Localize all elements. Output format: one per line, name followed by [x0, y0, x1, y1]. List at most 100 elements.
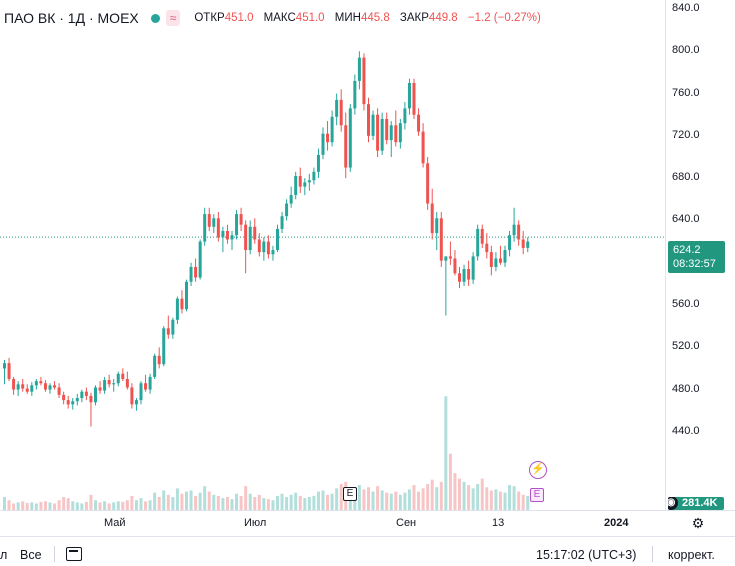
candle-body — [94, 387, 97, 403]
volume-bar — [326, 494, 330, 510]
candle-body — [30, 385, 34, 392]
candle — [285, 199, 289, 221]
candle-body — [521, 239, 525, 248]
eye-icon[interactable]: ◉ — [668, 497, 678, 510]
volume-bar — [185, 491, 188, 510]
volume-bar — [235, 493, 239, 510]
candle-body — [444, 256, 448, 261]
volume-bar — [239, 495, 243, 510]
candle — [498, 245, 502, 265]
candle — [335, 93, 339, 126]
volume-bar — [171, 497, 175, 510]
chart-legend: ПАО ВК · 1Д · MOEX ≈ ОТКР451.0 МАКС451.0… — [4, 10, 548, 26]
candle-body — [471, 256, 475, 280]
candle-body — [453, 258, 457, 274]
volume-bar — [125, 500, 129, 510]
candle — [517, 220, 521, 246]
time-label-jul: Июл — [244, 517, 267, 529]
candle — [253, 218, 257, 244]
volume-bar — [517, 491, 521, 510]
candle-body — [185, 281, 188, 310]
candle-body — [21, 384, 25, 389]
volume-bar — [521, 494, 525, 510]
bottom-toolbar: л Все 15:17:02 (UTC+3) коррект. — [0, 536, 735, 566]
volume-bar — [212, 494, 216, 510]
candle — [162, 326, 166, 367]
change-value: −1.2 (−0.27%) — [467, 12, 541, 24]
volume-bar — [439, 481, 443, 510]
candle — [453, 250, 457, 276]
volume-bar — [262, 498, 266, 510]
low-label: МИН — [334, 12, 361, 24]
candle-body — [476, 228, 480, 257]
symbol-title[interactable]: ПАО ВК · 1Д · MOEX — [4, 10, 139, 26]
time-axis[interactable]: Май Июл Сен 13 2024 ⚙ — [0, 510, 735, 536]
candle — [84, 387, 88, 401]
candle-body — [335, 99, 339, 117]
volume-bar — [207, 491, 211, 510]
candle-body — [166, 328, 170, 335]
lightning-event-icon[interactable]: ⚡ — [529, 461, 547, 479]
candlestick-chart[interactable] — [0, 0, 665, 510]
volume-bar — [453, 473, 457, 510]
candle — [348, 104, 352, 172]
volume-bar — [62, 497, 66, 510]
bar-countdown: 08:32:57 — [673, 258, 716, 270]
candle — [21, 379, 25, 392]
candle — [312, 167, 316, 185]
candle — [144, 374, 148, 392]
candle — [266, 235, 270, 259]
candle-body — [144, 383, 148, 390]
candle-body — [62, 394, 66, 401]
earnings-marker-1[interactable]: E — [343, 487, 357, 501]
range-button-all[interactable]: Все — [20, 548, 42, 562]
candle — [3, 359, 6, 385]
candle — [303, 178, 307, 196]
price-tick: 720.0 — [672, 128, 700, 141]
time-label-13: 13 — [492, 517, 505, 529]
candle — [394, 110, 398, 147]
calendar-icon[interactable] — [66, 547, 82, 561]
candle — [7, 357, 11, 382]
volume-bar — [53, 503, 57, 510]
candle — [57, 383, 61, 399]
volume-bar — [189, 490, 193, 510]
volume-bar — [266, 499, 270, 510]
price-axis[interactable]: 840.0800.0760.0720.0680.0640.0600.0560.0… — [665, 0, 735, 510]
candle-body — [407, 83, 411, 109]
candle-body — [121, 373, 125, 379]
volume-bar — [385, 492, 389, 510]
adjust-toggle[interactable]: коррект. — [668, 548, 715, 562]
candle-body — [221, 231, 225, 238]
candle — [66, 395, 70, 409]
volume-bar — [203, 486, 207, 510]
earnings-marker-2[interactable]: E — [530, 488, 544, 502]
candle-body — [330, 116, 334, 143]
candle — [175, 296, 179, 325]
volume-bar — [84, 501, 88, 510]
gear-icon[interactable]: ⚙ — [691, 515, 705, 531]
candle — [157, 347, 161, 369]
candle-body — [467, 269, 471, 280]
candle-body — [230, 235, 234, 240]
candle — [39, 376, 43, 386]
volume-bar — [285, 497, 289, 510]
market-status-dot-icon[interactable] — [150, 13, 160, 23]
volume-bar — [7, 500, 11, 510]
candle-body — [71, 401, 75, 405]
candle — [148, 373, 152, 394]
clock-timezone[interactable]: 15:17:02 (UTC+3) — [536, 548, 637, 562]
candle-body — [489, 252, 493, 267]
volume-bar — [216, 495, 220, 510]
candle-body — [348, 108, 352, 168]
candle — [294, 171, 298, 200]
volume-bar — [448, 453, 452, 510]
volume-bar — [71, 501, 75, 510]
range-button-partial[interactable]: л — [0, 548, 8, 562]
candle-body — [462, 269, 466, 282]
volume-bar — [503, 492, 507, 510]
candle-body — [344, 125, 348, 168]
wave-icon[interactable]: ≈ — [165, 10, 181, 26]
candle — [371, 110, 375, 141]
candle-body — [312, 171, 316, 181]
